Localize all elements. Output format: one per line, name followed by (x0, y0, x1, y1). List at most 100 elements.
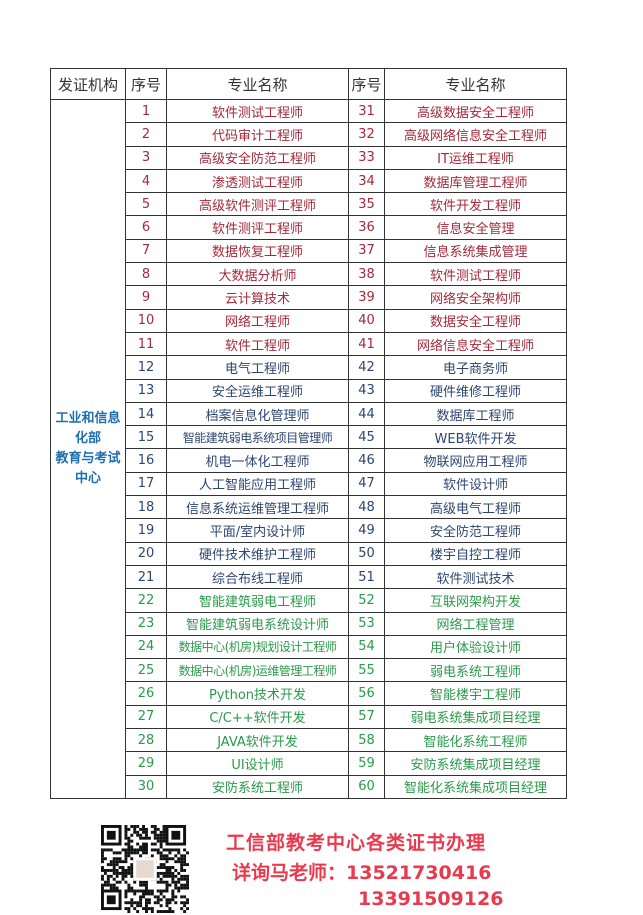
major-name: 软件工程师 (166, 331, 349, 357)
table-row: 23 智能建筑弱电系统设计师 53 网络工程管理 (51, 611, 567, 636)
major-name: 安防系统集成项目经理 (384, 751, 567, 776)
major-name: 渗透测试工程师 (166, 168, 349, 194)
table-row: 24 数据中心(机房)规划设计工程师 54 用户体验设计师 (51, 634, 567, 660)
header-num-2: 序号 (348, 68, 385, 100)
org-line: 中心 (74, 470, 101, 486)
seq-number: 44 (348, 401, 385, 427)
major-name: 档案信息化管理师 (166, 401, 349, 427)
header-name-2: 专业名称 (384, 68, 567, 100)
header-org: 发证机构 (50, 68, 126, 100)
seq-number: 30 (125, 774, 167, 799)
seq-number: 40 (348, 308, 385, 333)
header-name: 专业名称 (166, 68, 349, 100)
major-name: 软件设计师 (384, 471, 567, 497)
seq-number: 58 (348, 728, 385, 753)
major-name: 平面/室内设计师 (166, 518, 349, 543)
table-row: 12 电气工程师 42 电子商务师 (51, 355, 567, 380)
table-row: 30 安防系统工程师 60 智能化系统集成项目经理 (51, 774, 567, 799)
table-row: 9 云计算技术 39 网络安全架构师 (51, 285, 567, 310)
table-row: 2 代码审计工程师 32 高级网络信息安全工程师 (51, 122, 567, 147)
certificate-table: 发证机构 序号 专业名称 序号 专业名称 工业和信息 化部 教育与考试 中心 1 软件测试… (50, 68, 567, 799)
seq-number: 1 (125, 98, 167, 124)
major-name: 软件测评工程师 (166, 215, 349, 240)
seq-number: 14 (125, 401, 167, 427)
major-name: 安全运维工程师 (166, 378, 349, 403)
major-name: 智能建筑弱电系统设计师 (166, 611, 349, 636)
table-row: 29 UI设计师 59 安防系统集成项目经理 (51, 751, 567, 776)
seq-number: 15 (125, 425, 167, 450)
seq-number: 53 (348, 611, 385, 636)
major-name: 代码审计工程师 (166, 122, 349, 147)
major-name: 用户体验设计师 (384, 634, 567, 660)
org-line: 工业和信息 (55, 410, 121, 426)
major-name: 数据库工程师 (384, 401, 567, 427)
major-name: 大数据分析师 (166, 262, 349, 287)
table-row: 21 综合布线工程师 51 软件测试技术 (51, 564, 567, 590)
promo-line-2: 详询马老师：13521730416 (232, 862, 492, 884)
seq-number: 13 (125, 378, 167, 403)
major-name: 安全防范工程师 (384, 518, 567, 543)
major-name: 数据中心(机房)运维管理工程师 (166, 658, 349, 683)
seq-number: 5 (125, 192, 167, 217)
seq-number: 39 (348, 285, 385, 310)
table-row: 26 Python技术开发 56 智能楼宇工程师 (51, 681, 567, 706)
table-row: 17 人工智能应用工程师 47 软件设计师 (51, 471, 567, 497)
table-row: 22 智能建筑弱电工程师 52 互联网架构开发 (51, 588, 567, 613)
table-row: 20 硬件技术维护工程师 50 楼宇自控工程师 (51, 541, 567, 566)
major-name: 弱电系统工程师 (384, 658, 567, 683)
major-name: 数据恢复工程师 (166, 238, 349, 264)
major-name: 数据安全工程师 (384, 308, 567, 333)
table-row: 3 高级安全防范工程师 33 IT运维工程师 (51, 145, 567, 170)
major-name: Python技术开发 (166, 681, 349, 706)
table-row: 27 C/C++软件开发 57 弱电系统集成项目经理 (51, 704, 567, 730)
table-row: 7 数据恢复工程师 37 信息系统集成管理 (51, 238, 567, 264)
major-name: 综合布线工程师 (166, 564, 349, 590)
seq-number: 50 (348, 541, 385, 566)
major-name: 硬件技术维护工程师 (166, 541, 349, 566)
major-name: 网络信息安全工程师 (384, 331, 567, 357)
major-name: 高级网络信息安全工程师 (384, 122, 567, 147)
seq-number: 27 (125, 704, 167, 730)
promo-line-1: 工信部教考中心各类证书办理 (226, 832, 487, 854)
major-name: 智能化系统集成项目经理 (384, 774, 567, 799)
seq-number: 11 (125, 331, 167, 357)
seq-number: 38 (348, 262, 385, 287)
seq-number: 46 (348, 448, 385, 473)
major-name: IT运维工程师 (384, 145, 567, 170)
major-name: JAVA软件开发 (166, 728, 349, 753)
major-name: 信息系统运维管理工程师 (166, 495, 349, 520)
major-name: 人工智能应用工程师 (166, 471, 349, 497)
seq-number: 59 (348, 751, 385, 776)
table-row: 6 软件测评工程师 36 信息安全管理 (51, 215, 567, 240)
major-name: 网络工程师 (166, 308, 349, 333)
seq-number: 56 (348, 681, 385, 706)
major-name: 物联网应用工程师 (384, 448, 567, 473)
seq-number: 42 (348, 355, 385, 380)
seq-number: 6 (125, 215, 167, 240)
table-row: 14 档案信息化管理师 44 数据库工程师 (51, 401, 567, 427)
seq-number: 57 (348, 704, 385, 730)
seq-number: 21 (125, 564, 167, 590)
major-name: 互联网架构开发 (384, 588, 567, 613)
issuing-org: 工业和信息 化部 教育与考试 中心 (50, 99, 126, 799)
table-header: 发证机构 序号 专业名称 序号 专业名称 (50, 68, 567, 100)
seq-number: 37 (348, 238, 385, 264)
table-row: 16 机电一体化工程师 46 物联网应用工程师 (51, 448, 567, 473)
seq-number: 17 (125, 471, 167, 497)
seq-number: 10 (125, 308, 167, 333)
seq-number: 22 (125, 588, 167, 613)
table-row: 11 软件工程师 41 网络信息安全工程师 (51, 331, 567, 357)
major-name: 网络工程管理 (384, 611, 567, 636)
table-row: 13 安全运维工程师 43 硬件维修工程师 (51, 378, 567, 403)
seq-number: 3 (125, 145, 167, 170)
seq-number: 45 (348, 425, 385, 450)
major-name: WEB软件开发 (384, 425, 567, 450)
seq-number: 24 (125, 634, 167, 660)
major-name: 智能建筑弱电工程师 (166, 588, 349, 613)
major-name: 楼宇自控工程师 (384, 541, 567, 566)
promo-line-3: 13391509126 (358, 888, 504, 910)
major-name: 智能楼宇工程师 (384, 681, 567, 706)
seq-number: 8 (125, 262, 167, 287)
header-num: 序号 (125, 68, 167, 100)
seq-number: 43 (348, 378, 385, 403)
